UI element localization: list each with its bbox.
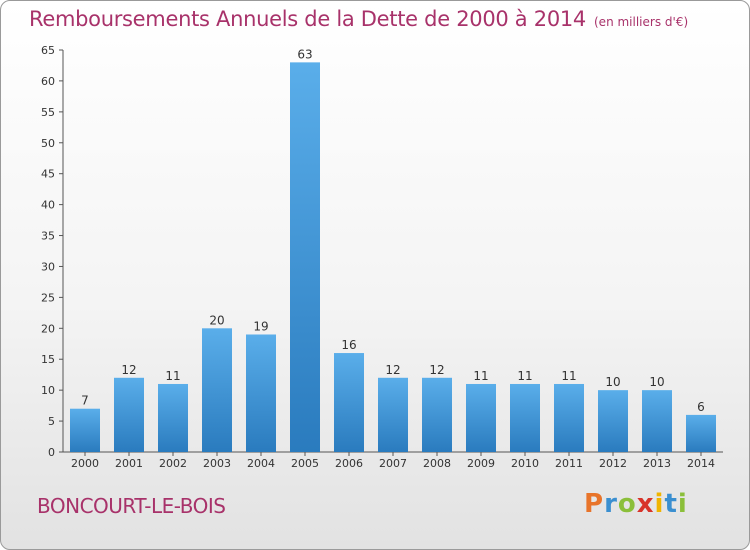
logo-letter: P <box>584 489 605 519</box>
data-label: 12 <box>121 363 136 377</box>
y-tick-label: 50 <box>41 137 55 150</box>
y-tick-label: 30 <box>41 260 55 273</box>
x-tick-label: 2009 <box>467 457 495 470</box>
x-tick-label: 2006 <box>335 457 363 470</box>
bar <box>290 62 320 452</box>
x-tick-label: 2013 <box>643 457 671 470</box>
logo-letter: x <box>636 489 655 519</box>
bar <box>378 377 408 452</box>
proxiti-logo: Proxiti <box>584 489 688 519</box>
logo-letter: o <box>617 489 637 519</box>
y-tick-label: 10 <box>41 384 55 397</box>
data-label: 11 <box>165 369 180 383</box>
y-tick-label: 15 <box>41 353 55 366</box>
data-label: 10 <box>649 375 664 389</box>
x-tick-label: 2001 <box>115 457 143 470</box>
bar <box>70 408 100 452</box>
y-tick-label: 5 <box>48 415 55 428</box>
y-tick-label: 25 <box>41 291 55 304</box>
data-label: 12 <box>385 363 400 377</box>
y-tick-label: 20 <box>41 322 55 335</box>
x-tick-label: 2003 <box>203 457 231 470</box>
x-tick-label: 2004 <box>247 457 275 470</box>
y-tick-label: 35 <box>41 230 55 243</box>
data-label: 63 <box>297 47 312 61</box>
data-label: 6 <box>697 400 705 414</box>
chart-title-text: Remboursements Annuels de la Dette de 20… <box>29 7 586 31</box>
logo-letter: i <box>654 489 665 519</box>
x-tick-label: 2007 <box>379 457 407 470</box>
bar <box>510 383 540 452</box>
bar <box>246 334 276 452</box>
x-tick-label: 2012 <box>599 457 627 470</box>
data-label: 19 <box>253 319 268 333</box>
bar <box>158 383 188 452</box>
data-label: 12 <box>429 363 444 377</box>
x-tick-label: 2000 <box>71 457 99 470</box>
x-tick-label: 2014 <box>687 457 715 470</box>
bar <box>686 414 716 452</box>
y-tick-label: 60 <box>41 75 55 88</box>
logo-letter: t <box>664 489 678 519</box>
x-tick-label: 2010 <box>511 457 539 470</box>
bar <box>422 377 452 452</box>
bar <box>202 328 232 452</box>
data-label: 20 <box>209 313 224 327</box>
chart-title: Remboursements Annuels de la Dette de 20… <box>29 7 688 31</box>
data-label: 11 <box>473 369 488 383</box>
bar <box>466 383 496 452</box>
x-tick-label: 2002 <box>159 457 187 470</box>
bar <box>114 377 144 452</box>
chart-unit: (en milliers d'€) <box>594 15 689 29</box>
x-tick-label: 2005 <box>291 457 319 470</box>
x-tick-label: 2008 <box>423 457 451 470</box>
data-label: 7 <box>81 394 89 408</box>
data-label: 10 <box>605 375 620 389</box>
commune-name: BONCOURT-LE-BOIS <box>37 494 226 518</box>
data-label: 11 <box>517 369 532 383</box>
bar <box>642 390 672 452</box>
y-tick-label: 65 <box>41 44 55 57</box>
logo-letter: r <box>604 489 618 519</box>
y-tick-label: 0 <box>48 446 55 459</box>
y-tick-label: 55 <box>41 106 55 119</box>
data-label: 11 <box>561 369 576 383</box>
bar <box>598 390 628 452</box>
bar <box>554 383 584 452</box>
logo-letter: i <box>677 489 688 519</box>
y-tick-label: 45 <box>41 168 55 181</box>
bar <box>334 353 364 452</box>
y-tick-label: 40 <box>41 199 55 212</box>
data-label: 16 <box>341 338 356 352</box>
x-tick-label: 2011 <box>555 457 583 470</box>
